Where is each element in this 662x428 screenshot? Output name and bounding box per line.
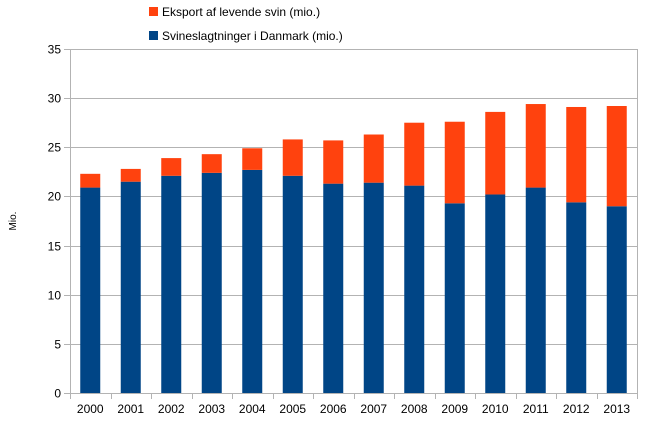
legend-swatch [149, 7, 158, 16]
bar-slaughter [120, 181, 141, 393]
bar-export [485, 111, 506, 195]
x-tick-label: 2008 [401, 402, 428, 416]
legend-swatch [149, 31, 158, 40]
legend-label: Eksport af levende svin (mio.) [162, 5, 320, 19]
chart-legend: Eksport af levende svin (mio.) Svineslagt… [149, 5, 343, 43]
y-axis-title: Mio. [8, 212, 19, 231]
bar-export [404, 122, 425, 186]
bar-export [80, 173, 101, 188]
y-tick-label: 0 [54, 387, 61, 401]
bar-slaughter [606, 206, 627, 393]
y-tick-label: 25 [48, 141, 62, 155]
y-tick-label: 20 [48, 190, 62, 204]
x-tick-label: 2010 [482, 402, 509, 416]
bar-slaughter [444, 203, 465, 393]
bar-export [323, 140, 344, 184]
bar-slaughter [282, 175, 303, 393]
bar-export [606, 106, 627, 207]
y-tick-label: 35 [48, 43, 62, 57]
x-tick-label: 2007 [360, 402, 387, 416]
bar-slaughter [80, 187, 101, 393]
y-tick-label: 30 [48, 92, 62, 106]
x-tick-label: 2003 [198, 402, 225, 416]
bar-export [120, 168, 141, 182]
bar-export [282, 139, 303, 176]
y-tick-label: 15 [48, 240, 62, 254]
x-tick-label: 2005 [279, 402, 306, 416]
bar-export [566, 106, 587, 203]
bar-export [444, 121, 465, 204]
y-tick-label: 5 [54, 338, 61, 352]
legend-label: Svineslagtninger i Danmark (mio.) [162, 29, 343, 43]
axes: 0 5 10 15 20 25 30 35 2000 2001 2002 2003 2004 2005 20… [48, 43, 638, 416]
x-tick-label: 2011 [523, 402, 549, 416]
bar-slaughter [201, 172, 222, 393]
x-tick-label: 2012 [563, 402, 590, 416]
x-tick-label: 2009 [441, 402, 468, 416]
bar-slaughter [404, 185, 425, 393]
x-tick-label: 2006 [320, 402, 347, 416]
bar-slaughter [566, 202, 587, 393]
bars [80, 104, 627, 393]
bar-slaughter [525, 187, 546, 393]
bar-slaughter [242, 169, 263, 393]
y-tick-label: 10 [48, 289, 62, 303]
x-tick-label: 2001 [117, 402, 144, 416]
bar-export [363, 134, 384, 183]
grid-lines [70, 49, 637, 394]
bar-export [242, 148, 263, 170]
x-tick-label: 2013 [603, 402, 630, 416]
x-tick-label: 2000 [77, 402, 104, 416]
x-tick-label: 2002 [158, 402, 185, 416]
bar-export [201, 154, 222, 173]
bar-slaughter [161, 175, 182, 393]
bar-slaughter [485, 194, 506, 393]
bar-slaughter [323, 183, 344, 393]
bar-export [161, 158, 182, 176]
bar-slaughter [363, 182, 384, 393]
bar-export [525, 104, 546, 188]
x-tick-label: 2004 [239, 402, 266, 416]
